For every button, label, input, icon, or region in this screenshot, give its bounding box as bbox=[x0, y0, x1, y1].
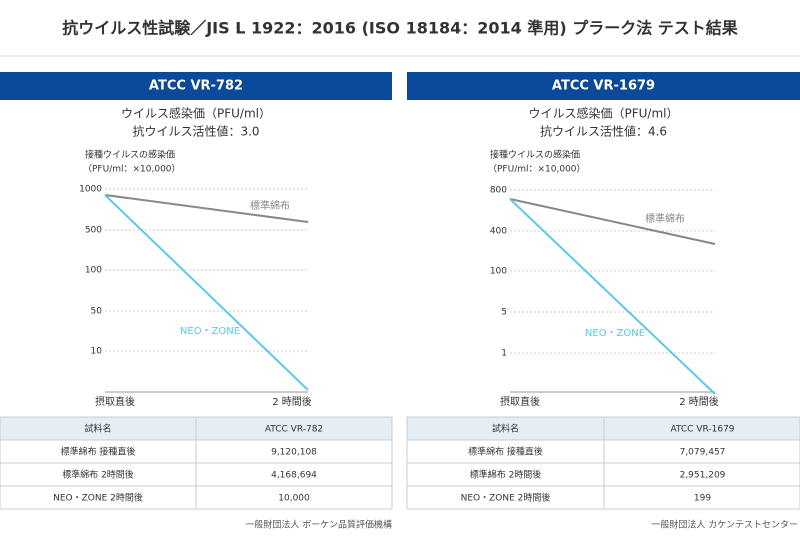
neozone-line bbox=[509, 198, 716, 395]
table-cell: 4,168,694 bbox=[271, 471, 317, 481]
panel-subtitle: ウイルス感染価（PFU/ml） bbox=[121, 106, 271, 121]
panel-subtitle: ウイルス感染価（PFU/ml） bbox=[529, 106, 679, 121]
control-label: 標準綿布 bbox=[250, 199, 290, 212]
table-cell: NEO・ZONE 2時間後 bbox=[53, 492, 143, 504]
table-cell: NEO・ZONE 2時間後 bbox=[461, 492, 551, 504]
table-cell: 標準綿布 2時間後 bbox=[62, 469, 134, 481]
panel-header-bar bbox=[0, 72, 392, 100]
source-note: 一般財団法人 ボーケン品質評価機構 bbox=[245, 519, 392, 531]
y-tick-label: 800 bbox=[490, 186, 507, 196]
x-tick-label: 摂取直後 bbox=[500, 395, 540, 408]
control-label: 標準綿布 bbox=[645, 212, 685, 225]
x-tick-label: 2 時間後 bbox=[272, 395, 312, 408]
table-header-cell: 試料名 bbox=[84, 423, 111, 435]
panel-activity: 抗ウイルス活性値：4.6 bbox=[540, 124, 667, 139]
x-tick-label: 2 時間後 bbox=[679, 395, 719, 408]
table-header-cell: ATCC VR-782 bbox=[265, 425, 323, 435]
neozone-label: NEO・ZONE bbox=[585, 328, 645, 339]
panel-header: ATCC VR-782 bbox=[149, 79, 243, 94]
panel-header-bar bbox=[407, 72, 800, 100]
table-cell: 199 bbox=[694, 494, 711, 504]
y-tick-label: 10 bbox=[91, 347, 103, 357]
neozone-label: NEO・ZONE bbox=[180, 326, 240, 337]
axis-unit: （PFU/ml：×10,000） bbox=[83, 164, 181, 175]
table-cell: 10,000 bbox=[278, 494, 310, 504]
y-tick-label: 5 bbox=[501, 308, 507, 318]
table-cell: 9,120,108 bbox=[271, 448, 317, 458]
y-tick-label: 100 bbox=[85, 266, 102, 276]
table-header-cell: 試料名 bbox=[492, 423, 519, 435]
panel-activity: 抗ウイルス活性値：3.0 bbox=[132, 124, 259, 139]
control-line bbox=[104, 194, 309, 223]
y-tick-label: 100 bbox=[490, 267, 507, 277]
table-cell: 標準綿布 接種直後 bbox=[468, 446, 543, 458]
table-cell: 標準綿布 接種直後 bbox=[61, 446, 136, 458]
neozone-line bbox=[104, 194, 309, 391]
axis-unit: （PFU/ml：×10,000） bbox=[488, 164, 586, 175]
source-note: 一般財団法人 カケンテストセンター bbox=[651, 519, 798, 531]
x-tick-label: 摂取直後 bbox=[95, 395, 135, 408]
axis-title: 接種ウイルスの感染価 bbox=[490, 149, 580, 161]
table-cell: 7,079,457 bbox=[680, 448, 726, 458]
table-header-cell: ATCC VR-1679 bbox=[670, 425, 734, 435]
axis-title: 接種ウイルスの感染価 bbox=[85, 149, 175, 161]
page-title: 抗ウイルス性試験／JIS L 1922：2016 (ISO 18184：2014… bbox=[62, 19, 738, 38]
y-tick-label: 1 bbox=[501, 349, 507, 359]
control-line bbox=[509, 198, 716, 245]
table-cell: 2,951,209 bbox=[680, 471, 726, 481]
y-tick-label: 1000 bbox=[79, 185, 102, 195]
table-cell: 標準綿布 2時間後 bbox=[470, 469, 542, 481]
panel-header: ATCC VR-1679 bbox=[552, 79, 655, 94]
y-tick-label: 400 bbox=[490, 227, 507, 237]
y-tick-label: 50 bbox=[91, 307, 103, 317]
y-tick-label: 500 bbox=[85, 226, 102, 236]
